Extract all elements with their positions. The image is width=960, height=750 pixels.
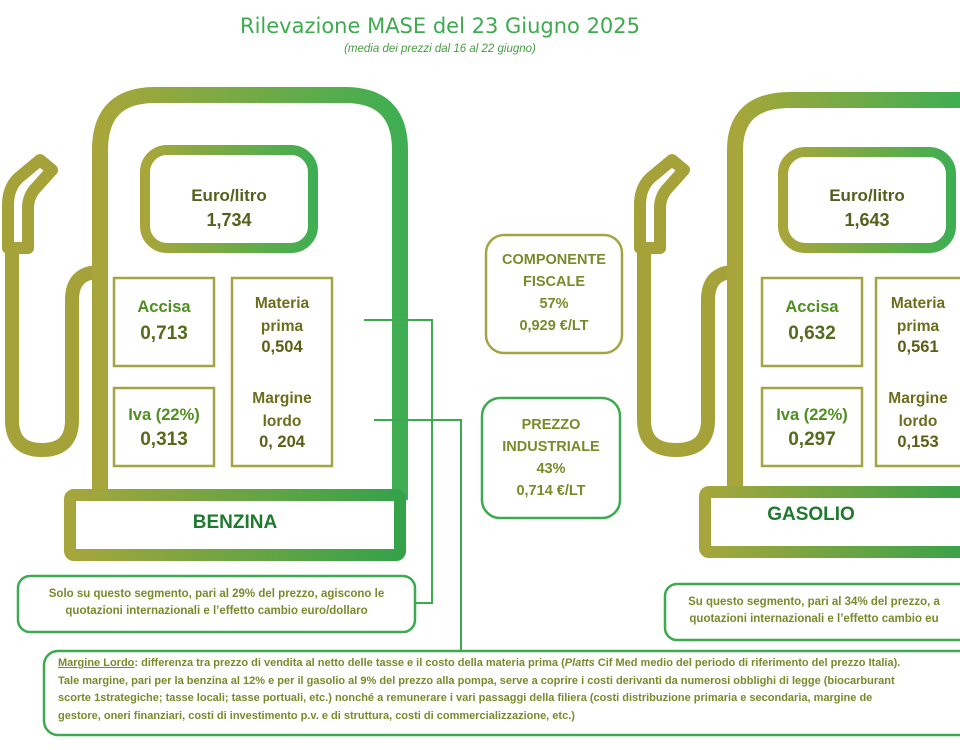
benzina-accisa-box (112, 276, 216, 368)
benzina-materia-label-2: prima (260, 318, 304, 335)
benzina-accisa-label: Accisa (137, 298, 191, 316)
benzina-materia-label-1: Materia (254, 295, 310, 312)
page-title: Rilevazione MASE del 23 Giugno 2025 (239, 14, 641, 38)
benzina-margine-value: 0, 204 (259, 433, 305, 451)
benzina-accisa-value: 0,713 (140, 323, 188, 344)
benzina-iva-box (112, 386, 216, 468)
benzina-margine-lordo: Margine lordo 0, 204 (232, 387, 332, 452)
benzina-price-panel: Euro/litro 1,734 (150, 186, 308, 231)
gasolio-note-box (663, 582, 960, 642)
gasolio-materia-label-1: Materia (890, 295, 946, 312)
footnote-line-3: scorte 1strategiche; tasse locali; tasse… (58, 692, 873, 704)
benzina-pump-icon (2, 87, 408, 561)
footnote-line-4: gestore, oneri finanziari, costi di inve… (58, 709, 575, 722)
gasolio-price-value: 1,643 (844, 210, 890, 230)
gasolio-price-panel: Euro/litro 1,643 (788, 186, 946, 231)
gasolio-margine-value: 0,153 (897, 433, 939, 451)
benzina-note-box (16, 574, 417, 634)
benzina-accisa: Accisa 0,713 (114, 298, 214, 345)
gasolio-industrial-box (874, 276, 960, 468)
prezzo-industriale-line-1: PREZZO (521, 417, 581, 433)
footnote-line-1-a: : differenza tra prezzo di vendita al ne… (134, 657, 565, 669)
footnote-term: Margine Lordo (58, 657, 135, 669)
prezzo-industriale-percent: 43% (536, 461, 566, 477)
benzina-name: BENZINA (192, 512, 278, 533)
prezzo-industriale-line-2: INDUSTRIALE (502, 439, 600, 455)
gasolio-accisa-label: Accisa (785, 298, 839, 316)
gasolio-iva-label: Iva (22%) (776, 406, 848, 424)
gasolio-accisa: Accisa 0,632 (762, 298, 862, 345)
benzina-margine-label-1: Margine (252, 390, 312, 407)
footnote-line-1: Margine Lordo: differenza tra prezzo di … (58, 655, 958, 673)
componente-fiscale-value: 0,929 €/LT (519, 318, 589, 334)
page-subtitle: (media dei prezzi dal 16 al 22 giugno) (344, 43, 536, 55)
benzina-materia-prima: Materia prima 0,504 (232, 292, 332, 357)
benzina-industrial-box (230, 276, 334, 468)
componente-fiscale-line-1: COMPONENTE (502, 252, 606, 268)
materia-prima-connector (364, 319, 433, 604)
benzina-note-line-1: Solo su questo segmento, pari al 29% del… (48, 588, 385, 600)
prezzo-industriale-box (480, 396, 622, 520)
benzina-iva-value: 0,313 (140, 429, 188, 450)
gasolio-price-label: Euro/litro (829, 186, 905, 205)
footnote: Margine Lordo: differenza tra prezzo di … (58, 655, 958, 725)
benzina-price-label: Euro/litro (191, 186, 267, 205)
margine-lordo-connector (374, 419, 462, 651)
gasolio-note-line-2: quotazioni internazionali e l’effetto ca… (689, 613, 939, 625)
benzina-iva: Iva (22%) 0,313 (114, 406, 214, 451)
footnote-box (42, 649, 960, 737)
componente-fiscale-percent: 57% (539, 296, 569, 312)
gasolio-margine-label-1: Margine (888, 390, 948, 407)
gasolio-margine-label-2: lordo (898, 413, 938, 430)
gasolio-accisa-box (760, 276, 864, 368)
componente-fiscale-line-2: FISCALE (522, 274, 586, 290)
footnote-line-2: Tale margine, pari per la benzina al 12%… (58, 674, 895, 687)
gasolio-pump-icon (634, 92, 960, 558)
gasolio-iva: Iva (22%) 0,297 (762, 406, 862, 451)
componente-fiscale-box (484, 233, 624, 355)
gasolio-note-line-1: Su questo segmento, pari al 34% del prez… (688, 596, 940, 608)
benzina-margine-label-2: lordo (262, 413, 302, 430)
gasolio-accisa-value: 0,632 (788, 323, 836, 344)
benzina-price-value: 1,734 (206, 210, 252, 230)
benzina-note: Solo su questo segmento, pari al 29% del… (20, 586, 413, 620)
componente-fiscale: COMPONENTE FISCALE 57% 0,929 €/LT (486, 249, 622, 337)
prezzo-industriale: PREZZO INDUSTRIALE 43% 0,714 €/LT (482, 414, 620, 502)
footnote-platts: Platts (564, 657, 595, 669)
gasolio-materia-value: 0,561 (897, 338, 939, 356)
gasolio-name: GASOLIO (767, 504, 855, 525)
prezzo-industriale-value: 0,714 €/LT (516, 483, 586, 499)
benzina-note-line-2: quotazioni internazionali e l’effetto ca… (65, 605, 368, 617)
benzina-iva-label: Iva (22%) (128, 406, 200, 424)
gasolio-iva-box (760, 386, 864, 468)
gasolio-materia-prima: Materia prima 0,561 (876, 292, 960, 357)
gasolio-margine-lordo: Margine lordo 0,153 (876, 387, 960, 452)
gasolio-materia-label-2: prima (896, 318, 940, 335)
benzina-materia-value: 0,504 (261, 338, 303, 356)
gasolio-note: Su questo segmento, pari al 34% del prez… (668, 594, 960, 628)
footnote-line-1-b: Cif Med medio del periodo di riferimento… (594, 657, 901, 669)
gasolio-iva-value: 0,297 (788, 429, 836, 450)
